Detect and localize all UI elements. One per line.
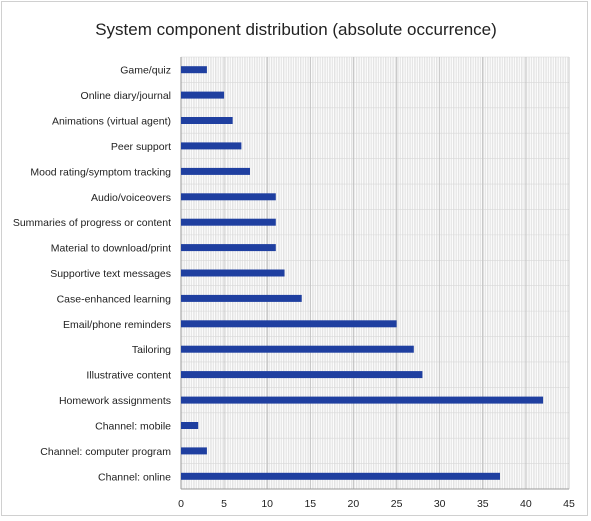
category-label: Audio/voiceovers <box>91 192 171 204</box>
bar-email-phone-reminders <box>181 320 397 328</box>
bar-online-diary-journal <box>181 91 225 99</box>
category-label: Online diary/journal <box>81 90 171 102</box>
bar-animations-virtual-agent <box>181 117 233 124</box>
category-label: Peer support <box>111 141 171 153</box>
category-label: Tailoring <box>132 344 171 356</box>
x-tick-label: 45 <box>563 498 575 510</box>
bar-game-quiz <box>181 66 207 74</box>
x-tick-label: 40 <box>520 498 532 510</box>
category-label: Email/phone reminders <box>63 319 171 331</box>
category-label: Summaries of progress or content <box>13 217 171 229</box>
category-label: Case-enhanced learning <box>57 293 172 305</box>
category-label: Animations (virtual agent) <box>52 116 171 128</box>
bar-channel-online <box>181 472 500 480</box>
x-tick-label: 25 <box>391 498 403 510</box>
x-tick-label: 35 <box>477 498 489 510</box>
bar-material-to-download-print <box>181 244 276 252</box>
category-label: Channel: mobile <box>95 421 171 433</box>
bar-illustrative-content <box>181 371 423 379</box>
x-tick-label: 10 <box>261 498 273 510</box>
bar-channel-computer-program <box>181 447 207 455</box>
bar-tailoring <box>181 345 414 353</box>
bar-homework-assignments <box>181 396 544 404</box>
bar-mood-rating-symptom-tracking <box>181 167 250 175</box>
bar-summaries-of-progress-or-content <box>181 218 276 226</box>
x-tick-label: 30 <box>434 498 446 510</box>
category-labels: Game/quiz Online diary/journal Animations … <box>13 65 171 484</box>
category-label: Material to download/print <box>51 243 171 255</box>
category-label: Homework assignments <box>59 395 171 407</box>
x-axis-ticks: 0 5 10 15 20 25 30 35 40 45 <box>178 498 575 510</box>
bar-channel-mobile <box>181 422 199 429</box>
category-label: Channel: online <box>98 471 171 483</box>
category-label: Channel: computer program <box>40 446 171 458</box>
category-label: Supportive text messages <box>50 268 171 280</box>
bars <box>181 66 544 480</box>
bar-supportive-text-messages <box>181 269 285 277</box>
bar-case-enhanced-learning <box>181 294 302 302</box>
x-tick-label: 0 <box>178 498 184 510</box>
category-label: Illustrative content <box>86 370 171 382</box>
chart-title: System component distribution (absolute … <box>95 20 497 39</box>
bar-audio-voiceovers <box>181 193 276 201</box>
x-tick-label: 5 <box>221 498 227 510</box>
x-tick-label: 15 <box>304 498 316 510</box>
category-label: Mood rating/symptom tracking <box>30 166 171 178</box>
category-label: Game/quiz <box>120 65 171 77</box>
x-tick-label: 20 <box>348 498 360 510</box>
bar-peer-support <box>181 142 242 150</box>
